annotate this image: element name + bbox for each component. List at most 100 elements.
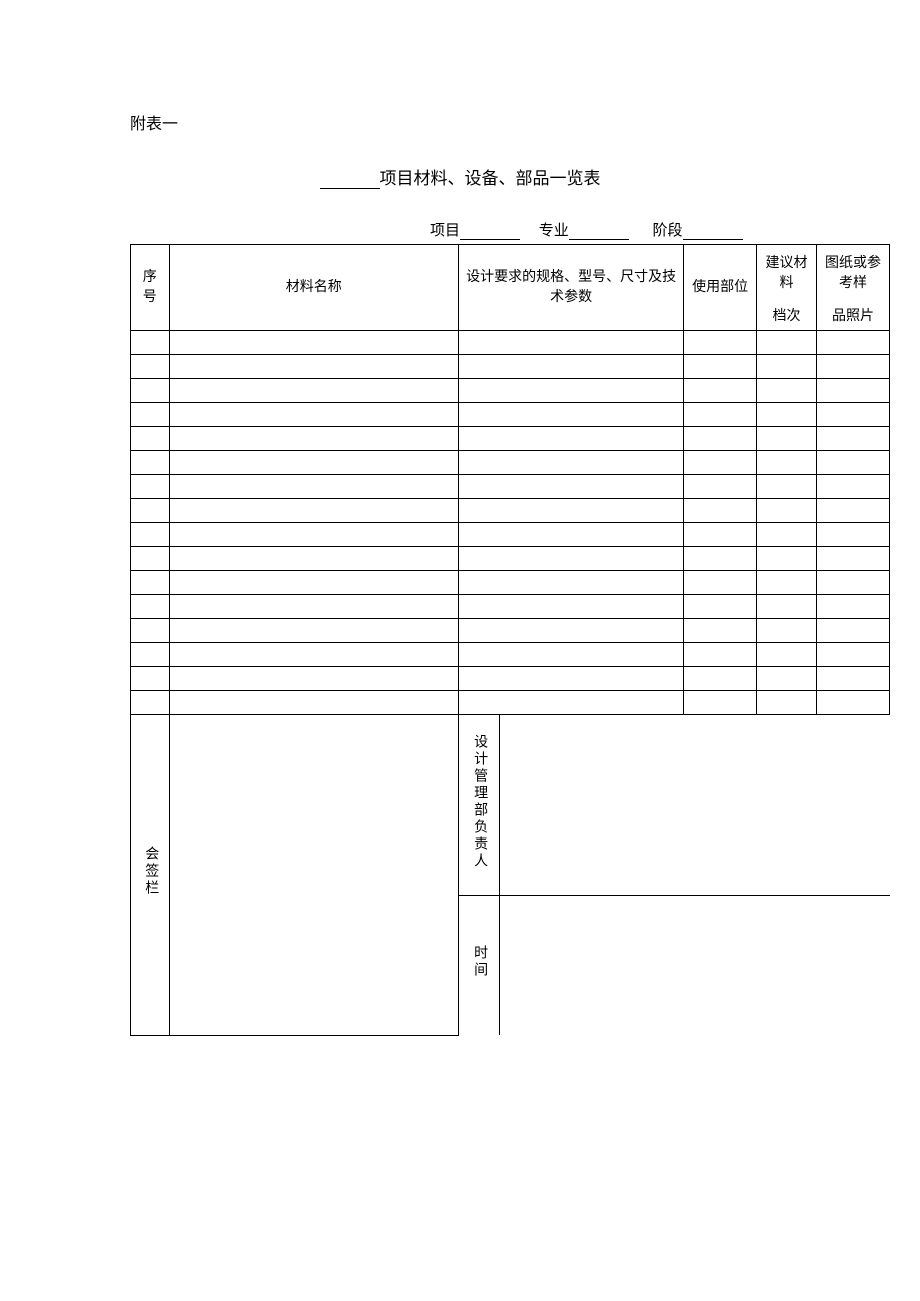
cell-name[interactable] bbox=[169, 475, 458, 499]
cell-dept[interactable] bbox=[684, 523, 757, 547]
signature-manager-field[interactable] bbox=[499, 715, 889, 895]
cell-grade[interactable] bbox=[757, 331, 817, 355]
cell-dept[interactable] bbox=[684, 331, 757, 355]
cell-seq[interactable] bbox=[131, 475, 170, 499]
cell-seq[interactable] bbox=[131, 619, 170, 643]
cell-seq[interactable] bbox=[131, 427, 170, 451]
cell-photo[interactable] bbox=[817, 355, 890, 379]
cell-seq[interactable] bbox=[131, 379, 170, 403]
cell-dept[interactable] bbox=[684, 643, 757, 667]
cell-dept[interactable] bbox=[684, 355, 757, 379]
cell-grade[interactable] bbox=[757, 355, 817, 379]
cell-spec[interactable] bbox=[459, 427, 684, 451]
cell-name[interactable] bbox=[169, 595, 458, 619]
cell-photo[interactable] bbox=[817, 523, 890, 547]
cell-photo[interactable] bbox=[817, 475, 890, 499]
cell-seq[interactable] bbox=[131, 331, 170, 355]
cell-name[interactable] bbox=[169, 571, 458, 595]
cell-spec[interactable] bbox=[459, 643, 684, 667]
cell-grade[interactable] bbox=[757, 547, 817, 571]
cell-grade[interactable] bbox=[757, 499, 817, 523]
cell-spec[interactable] bbox=[459, 667, 684, 691]
cell-photo[interactable] bbox=[817, 571, 890, 595]
cell-dept[interactable] bbox=[684, 547, 757, 571]
cell-grade[interactable] bbox=[757, 523, 817, 547]
signature-time-field[interactable] bbox=[499, 895, 889, 1035]
cell-dept[interactable] bbox=[684, 667, 757, 691]
cell-grade[interactable] bbox=[757, 475, 817, 499]
cell-grade[interactable] bbox=[757, 379, 817, 403]
cell-seq[interactable] bbox=[131, 355, 170, 379]
cell-name[interactable] bbox=[169, 331, 458, 355]
cell-dept[interactable] bbox=[684, 451, 757, 475]
cell-spec[interactable] bbox=[459, 355, 684, 379]
cell-spec[interactable] bbox=[459, 499, 684, 523]
cell-photo[interactable] bbox=[817, 691, 890, 715]
cell-spec[interactable] bbox=[459, 571, 684, 595]
cell-name[interactable] bbox=[169, 499, 458, 523]
cell-seq[interactable] bbox=[131, 691, 170, 715]
cell-dept[interactable] bbox=[684, 619, 757, 643]
cell-seq[interactable] bbox=[131, 403, 170, 427]
cell-grade[interactable] bbox=[757, 667, 817, 691]
cell-dept[interactable] bbox=[684, 379, 757, 403]
cell-dept[interactable] bbox=[684, 691, 757, 715]
cell-seq[interactable] bbox=[131, 547, 170, 571]
cell-grade[interactable] bbox=[757, 643, 817, 667]
cell-photo[interactable] bbox=[817, 499, 890, 523]
cell-seq[interactable] bbox=[131, 643, 170, 667]
signature-blank-left[interactable] bbox=[169, 715, 458, 1036]
cell-grade[interactable] bbox=[757, 571, 817, 595]
cell-name[interactable] bbox=[169, 547, 458, 571]
cell-photo[interactable] bbox=[817, 667, 890, 691]
cell-spec[interactable] bbox=[459, 595, 684, 619]
cell-name[interactable] bbox=[169, 523, 458, 547]
cell-name[interactable] bbox=[169, 691, 458, 715]
cell-photo[interactable] bbox=[817, 451, 890, 475]
cell-dept[interactable] bbox=[684, 403, 757, 427]
cell-spec[interactable] bbox=[459, 619, 684, 643]
cell-photo[interactable] bbox=[817, 595, 890, 619]
meta-specialty-blank[interactable] bbox=[569, 222, 629, 240]
cell-spec[interactable] bbox=[459, 691, 684, 715]
meta-project-blank[interactable] bbox=[460, 222, 520, 240]
cell-name[interactable] bbox=[169, 427, 458, 451]
cell-name[interactable] bbox=[169, 451, 458, 475]
cell-seq[interactable] bbox=[131, 523, 170, 547]
cell-spec[interactable] bbox=[459, 451, 684, 475]
cell-name[interactable] bbox=[169, 643, 458, 667]
cell-name[interactable] bbox=[169, 667, 458, 691]
cell-grade[interactable] bbox=[757, 451, 817, 475]
cell-photo[interactable] bbox=[817, 403, 890, 427]
cell-photo[interactable] bbox=[817, 379, 890, 403]
cell-photo[interactable] bbox=[817, 619, 890, 643]
cell-dept[interactable] bbox=[684, 427, 757, 451]
cell-grade[interactable] bbox=[757, 595, 817, 619]
cell-seq[interactable] bbox=[131, 571, 170, 595]
cell-spec[interactable] bbox=[459, 403, 684, 427]
cell-grade[interactable] bbox=[757, 619, 817, 643]
cell-seq[interactable] bbox=[131, 667, 170, 691]
cell-spec[interactable] bbox=[459, 331, 684, 355]
cell-dept[interactable] bbox=[684, 595, 757, 619]
cell-grade[interactable] bbox=[757, 427, 817, 451]
cell-name[interactable] bbox=[169, 619, 458, 643]
cell-grade[interactable] bbox=[757, 403, 817, 427]
cell-name[interactable] bbox=[169, 355, 458, 379]
cell-dept[interactable] bbox=[684, 499, 757, 523]
cell-photo[interactable] bbox=[817, 547, 890, 571]
cell-spec[interactable] bbox=[459, 379, 684, 403]
cell-name[interactable] bbox=[169, 403, 458, 427]
cell-grade[interactable] bbox=[757, 691, 817, 715]
cell-seq[interactable] bbox=[131, 451, 170, 475]
cell-photo[interactable] bbox=[817, 643, 890, 667]
cell-photo[interactable] bbox=[817, 427, 890, 451]
cell-dept[interactable] bbox=[684, 475, 757, 499]
cell-spec[interactable] bbox=[459, 523, 684, 547]
cell-photo[interactable] bbox=[817, 331, 890, 355]
cell-spec[interactable] bbox=[459, 475, 684, 499]
cell-seq[interactable] bbox=[131, 499, 170, 523]
cell-name[interactable] bbox=[169, 379, 458, 403]
cell-dept[interactable] bbox=[684, 571, 757, 595]
meta-phase-blank[interactable] bbox=[683, 222, 743, 240]
